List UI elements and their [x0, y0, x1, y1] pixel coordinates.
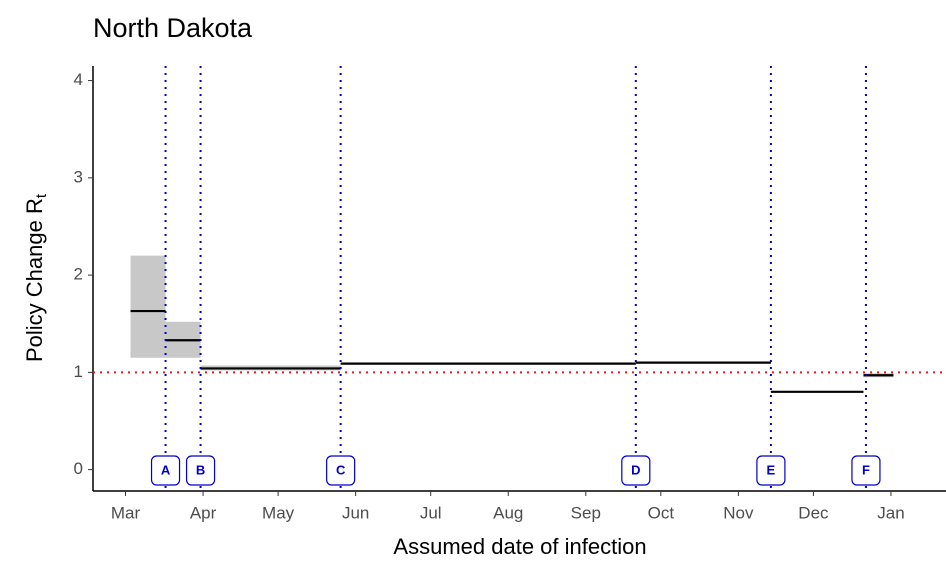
- policy-label-box: [621, 455, 651, 486]
- y-tick-label: 3: [74, 167, 83, 186]
- y-axis-label: Policy Change Rt: [22, 193, 50, 362]
- policy-marker: C: [326, 455, 356, 486]
- policy-marker: E: [756, 455, 786, 486]
- x-tick-label: Sep: [571, 503, 601, 522]
- policy-label: F: [862, 462, 870, 477]
- x-tick-label: Apr: [190, 503, 217, 522]
- x-tick-label: Jun: [342, 503, 369, 522]
- policy-label: E: [767, 462, 776, 477]
- x-tick-label: Jul: [420, 503, 442, 522]
- confidence-band: [130, 255, 166, 358]
- policy-marker: A: [150, 455, 181, 486]
- x-tick-label: Dec: [798, 503, 829, 522]
- policy-label-box: [851, 455, 881, 486]
- policy-label-box: [150, 455, 181, 486]
- x-tick-label: Aug: [493, 503, 523, 522]
- policy-marker: F: [851, 455, 881, 486]
- policy-label-box: [185, 455, 216, 486]
- policy-label-box: [326, 455, 356, 486]
- chart-title: North Dakota: [93, 13, 253, 43]
- policy-marker: B: [185, 455, 216, 486]
- x-tick-label: May: [262, 503, 295, 522]
- x-tick-label: Nov: [723, 503, 754, 522]
- policy-marker: D: [621, 455, 651, 486]
- x-tick-label: Mar: [111, 503, 141, 522]
- x-axis-label: Assumed date of infection: [393, 534, 646, 559]
- y-axis-label-subscript: t: [33, 193, 50, 198]
- y-tick-label: 1: [74, 362, 83, 381]
- policy-label: C: [336, 462, 346, 477]
- x-tick-label: Jan: [877, 503, 904, 522]
- policy-label: A: [161, 462, 171, 477]
- x-tick-label: Oct: [648, 503, 675, 522]
- y-tick-label: 4: [74, 70, 83, 89]
- policy-label: B: [196, 462, 205, 477]
- y-tick-label: 2: [74, 265, 83, 284]
- policy-label: D: [631, 462, 640, 477]
- y-axis-label-main: Policy Change R: [22, 198, 47, 362]
- policy-label-box: [756, 455, 786, 486]
- y-tick-label: 0: [74, 459, 83, 478]
